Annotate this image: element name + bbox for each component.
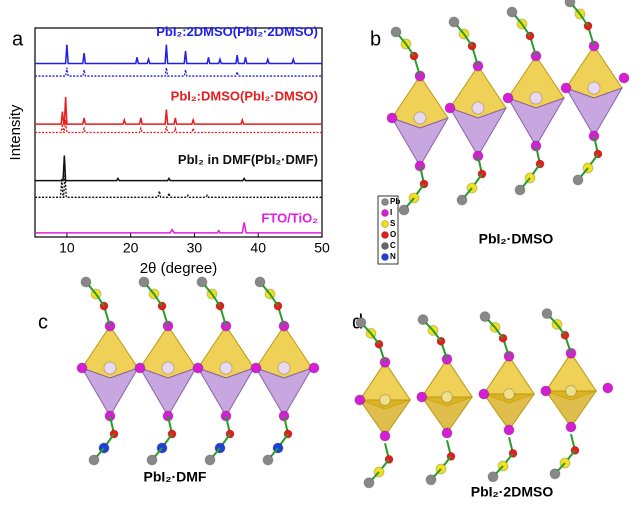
atom-legend-label: S [390, 219, 396, 228]
atom [561, 83, 571, 93]
atom [414, 112, 426, 124]
atom [391, 27, 401, 37]
structure-caption: PbI₂·DMF [144, 469, 207, 485]
legend-label: FTO/TiO₂ [261, 210, 318, 225]
atom-legend-label: I [390, 208, 392, 217]
atom [382, 199, 389, 206]
atom [147, 455, 157, 465]
x-tick-label: 10 [59, 240, 75, 256]
atom [263, 455, 273, 465]
atom-legend-label: O [390, 230, 396, 239]
atom [472, 102, 484, 114]
atom [507, 7, 517, 17]
atom [445, 103, 455, 113]
atom [89, 455, 99, 465]
xrd-pattern [35, 68, 322, 76]
x-tick-label: 50 [314, 240, 330, 256]
atom [573, 175, 583, 185]
atom [387, 113, 397, 123]
panel-label: c [38, 311, 48, 333]
atom [588, 82, 600, 94]
atom [619, 73, 629, 83]
atom [565, 0, 575, 7]
atom [449, 17, 459, 27]
atom [603, 383, 613, 393]
atom [566, 386, 577, 397]
atom [442, 392, 453, 403]
atom [81, 277, 91, 287]
atom [380, 431, 390, 441]
x-tick-label: 30 [187, 240, 203, 256]
atom [417, 392, 427, 402]
atom [356, 318, 366, 328]
atom [399, 205, 409, 215]
atom [255, 277, 265, 287]
atom [193, 363, 203, 373]
atom [457, 195, 467, 205]
atom [382, 254, 389, 261]
atom [566, 422, 576, 432]
atom [135, 363, 145, 373]
atom [503, 93, 513, 103]
atom [309, 363, 319, 373]
atom [542, 309, 552, 319]
atom-legend-label: N [390, 252, 396, 261]
atom [162, 362, 174, 374]
figure: a b c d PbI₂·DMSO PbI₂·DMF PbI₂·2DMSO 10… [0, 0, 644, 516]
atom [382, 243, 389, 250]
xrd-pattern [35, 120, 322, 133]
atom [380, 395, 391, 406]
atom [104, 362, 116, 374]
xrd-pattern [35, 45, 322, 64]
atom [278, 362, 290, 374]
atom-legend-label: Pb [390, 197, 400, 206]
atom [364, 478, 374, 488]
atom [205, 455, 215, 465]
panel-label: a [12, 28, 24, 50]
atom [504, 425, 514, 435]
atom [418, 315, 428, 325]
atom [515, 185, 525, 195]
x-tick-label: 20 [123, 240, 139, 256]
atom [541, 386, 551, 396]
atom [530, 92, 542, 104]
atom-legend-label: C [390, 241, 396, 250]
atom [382, 210, 389, 217]
legend-label: PbI₂:DMSO(PbI₂·DMSO) [171, 89, 318, 104]
xrd-pattern [35, 172, 322, 197]
x-axis-label: 2θ (degree) [140, 260, 218, 277]
atom [550, 469, 560, 479]
atom [488, 472, 498, 482]
atom [77, 363, 87, 373]
atom [480, 312, 490, 322]
atom [504, 389, 515, 400]
structure-caption: PbI₂·DMSO [479, 231, 554, 247]
atom [197, 277, 207, 287]
structure-caption: PbI₂·2DMSO [471, 484, 554, 500]
panel-label: b [370, 28, 381, 50]
atom [426, 475, 436, 485]
y-axis-label: Intensity [7, 104, 24, 160]
x-tick-label: 40 [250, 240, 266, 256]
atom [382, 232, 389, 239]
atom [479, 389, 489, 399]
atom [251, 363, 261, 373]
atom [220, 362, 232, 374]
legend-label: PbI₂ in DMF(PbI₂·DMF) [178, 152, 318, 167]
atom [382, 221, 389, 228]
atom [442, 428, 452, 438]
atom [139, 277, 149, 287]
atom [355, 395, 365, 405]
legend-label: PbI₂:2DMSO(PbI₂·2DMSO) [156, 24, 318, 39]
